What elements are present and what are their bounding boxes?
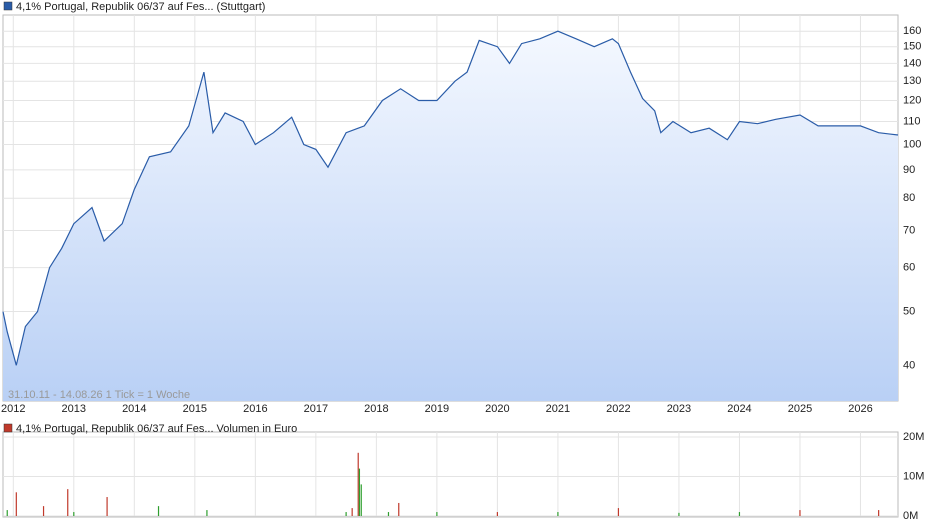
x-tick-label: 2018 (364, 403, 388, 415)
price-area (3, 31, 898, 401)
x-tick-label: 2015 (183, 403, 207, 415)
volume-bar (436, 512, 438, 516)
volume-bar (878, 510, 880, 516)
x-tick-label: 2021 (546, 403, 570, 415)
volume-bar (387, 512, 390, 516)
volume-bar (398, 502, 400, 516)
y-tick-label: 90 (903, 164, 915, 176)
x-tick-label: 2017 (304, 403, 328, 415)
volume-bar (157, 506, 160, 516)
y-tick-label: 20M (903, 431, 924, 443)
y-tick-label: 10M (903, 470, 924, 482)
volume-bar (357, 452, 359, 516)
x-tick-label: 2014 (122, 403, 146, 415)
y-tick-label: 100 (903, 138, 921, 150)
volume-bar (15, 492, 17, 516)
volume-bar (67, 489, 69, 516)
volume-bar (345, 512, 347, 516)
x-tick-label: 2013 (62, 403, 86, 415)
y-tick-label: 140 (903, 57, 921, 69)
legend-swatch (3, 423, 13, 433)
y-tick-label: 70 (903, 224, 915, 236)
x-tick-label: 2020 (485, 403, 509, 415)
legend-label: 4,1% Portugal, Republik 06/37 auf Fes...… (16, 1, 265, 13)
volume-bar (358, 468, 361, 516)
volume-bar (738, 512, 741, 516)
y-tick-label: 160 (903, 25, 921, 37)
y-tick-label: 60 (903, 262, 915, 274)
legend-label: 4,1% Portugal, Republik 06/37 auf Fes...… (16, 423, 297, 435)
x-tick-label: 2019 (425, 403, 449, 415)
x-tick-label: 2012 (1, 403, 25, 415)
legend-swatch (3, 1, 13, 11)
volume-bar (496, 512, 498, 516)
x-tick-label: 2025 (788, 403, 812, 415)
volume-bar (106, 497, 108, 516)
plot-frame (2, 431, 899, 518)
x-tick-label: 2026 (848, 403, 872, 415)
volume-bar (617, 508, 620, 516)
volume-bar (42, 506, 45, 516)
volume-bar (557, 512, 559, 516)
volume-bar (206, 510, 208, 516)
y-tick-label: 50 (903, 305, 915, 317)
y-tick-label: 40 (903, 359, 915, 371)
volume-bar (351, 508, 353, 516)
y-tick-label: 80 (903, 192, 915, 204)
y-tick-label: 130 (903, 75, 921, 87)
price-line (2, 30, 899, 366)
y-tick-label: 150 (903, 41, 921, 53)
volume-bar (73, 512, 75, 516)
volume-bar (6, 510, 8, 516)
range-note: 31.10.11 - 14.08.26 1 Tick = 1 Woche (8, 389, 190, 401)
x-tick-label: 2024 (727, 403, 751, 415)
y-tick-label: 120 (903, 94, 921, 106)
x-tick-label: 2016 (243, 403, 267, 415)
x-tick-label: 2022 (606, 403, 630, 415)
volume-bar (360, 484, 362, 516)
volume-bar (678, 512, 680, 516)
y-tick-label: 0M (903, 510, 918, 522)
volume-bar (799, 510, 801, 516)
y-tick-label: 110 (903, 115, 921, 127)
x-tick-label: 2023 (667, 403, 691, 415)
